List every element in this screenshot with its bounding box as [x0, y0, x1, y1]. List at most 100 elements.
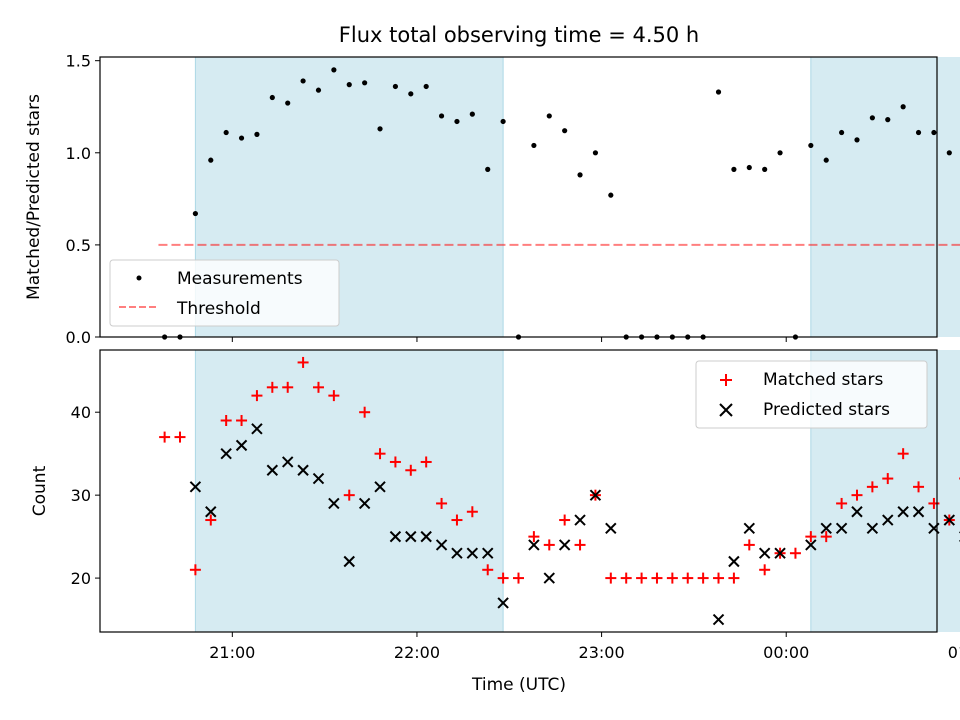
- predicted-star-point: [482, 547, 494, 559]
- bottom-y-tick-label: 20: [71, 569, 91, 588]
- matched-star-point: [513, 572, 524, 584]
- x-axis-label: Time (UTC): [471, 675, 566, 695]
- measurement-point: [208, 157, 214, 163]
- measurement-point: [746, 164, 752, 171]
- measurement-point: [362, 80, 368, 86]
- bottom-legend: Matched stars Predicted stars: [695, 360, 928, 429]
- measurement-point: [485, 166, 491, 172]
- predicted-star-point: [943, 514, 956, 526]
- top-panel: 0.0 0.5 1.0 1.5 Matched/Predicted stars Mea…: [24, 52, 960, 347]
- measurement-point: [331, 67, 337, 73]
- measurement-point: [885, 117, 891, 123]
- measurement-point: [300, 78, 306, 84]
- matched-star-point: [897, 448, 909, 460]
- bottom-y-tick-label: 40: [71, 403, 91, 422]
- measurement-point: [531, 142, 537, 149]
- matched-star-point: [636, 572, 648, 584]
- legend-measurements-label: Measurements: [177, 269, 303, 289]
- measurement-point: [546, 113, 552, 119]
- top-y-tick-label: 1.0: [66, 144, 91, 163]
- measurement-point: [392, 83, 399, 90]
- matched-star-point: [651, 572, 663, 584]
- matched-star-point: [789, 547, 801, 559]
- bottom-y-tick-label: 30: [71, 486, 91, 505]
- predicted-star-point: [728, 555, 740, 568]
- matched-star-point: [420, 456, 432, 468]
- measurement-point: [715, 89, 722, 95]
- matched-star-point: [820, 531, 832, 543]
- predicted-star-point: [743, 522, 755, 535]
- matched-star-point: [728, 572, 740, 584]
- matched-star-point: [497, 572, 509, 584]
- measurement-point: [315, 87, 322, 93]
- measurement-point: [254, 131, 260, 137]
- measurement-point: [500, 118, 506, 125]
- measurement-point: [823, 157, 829, 163]
- matched-star-point: [620, 572, 632, 584]
- top-y-tick-label: 1.5: [66, 52, 91, 71]
- matched-star-point: [405, 464, 417, 476]
- predicted-star-point: [189, 481, 202, 493]
- legend-measurement-marker: [136, 275, 142, 281]
- measurement-point: [408, 91, 414, 97]
- predicted-star-point: [758, 547, 771, 559]
- matched-star-point: [389, 456, 401, 468]
- predicted-star-point: [851, 506, 863, 518]
- predicted-star-point: [805, 539, 817, 551]
- measurement-point: [869, 115, 875, 121]
- matched-star-point: [266, 381, 278, 393]
- matched-star-point: [559, 514, 571, 526]
- predicted-star-point: [405, 530, 417, 543]
- predicted-star-point: [343, 555, 355, 568]
- matched-star-point: [174, 431, 186, 443]
- measurement-point: [946, 150, 952, 156]
- measurement-point: [438, 113, 445, 119]
- legend-predicted-label: Predicted stars: [763, 400, 890, 420]
- matched-star-point: [359, 406, 371, 418]
- measurement-point: [731, 166, 737, 172]
- matched-star-point: [328, 390, 340, 402]
- predicted-star-point: [235, 439, 248, 452]
- x-tick-label: 22:00: [394, 643, 440, 662]
- matched-star-point: [297, 356, 309, 368]
- predicted-star-point: [420, 530, 432, 543]
- measurement-point: [377, 126, 383, 132]
- predicted-star-point: [312, 472, 325, 485]
- measurement-point: [238, 135, 245, 141]
- predicted-star-point: [328, 497, 340, 510]
- predicted-star-point: [543, 572, 555, 584]
- x-tick-label: 21:00: [209, 643, 255, 662]
- matched-star-point: [759, 564, 771, 576]
- predicted-star-point: [220, 447, 232, 460]
- measurement-point: [854, 137, 860, 143]
- predicted-star-point: [820, 522, 832, 535]
- matched-star-point: [451, 514, 463, 526]
- matched-star-point: [805, 531, 817, 543]
- measurement-point: [808, 142, 814, 149]
- measurement-point: [931, 129, 937, 136]
- predicted-star-point: [528, 539, 540, 551]
- measurement-point: [577, 172, 583, 178]
- predicted-star-point: [912, 506, 925, 518]
- matched-star-point: [866, 481, 878, 493]
- predicted-star-point: [574, 514, 586, 526]
- chart-title: Flux total observing time = 4.50 h: [339, 23, 699, 47]
- predicted-star-point: [866, 522, 879, 535]
- measurement-point: [285, 100, 291, 106]
- predicted-star-point: [774, 547, 786, 559]
- legend-matched-label: Matched stars: [763, 370, 883, 390]
- legend-threshold-label: Threshold: [176, 299, 261, 319]
- matched-star-point: [436, 497, 448, 509]
- matched-star-point: [528, 531, 540, 543]
- matched-star-point: [236, 415, 248, 426]
- top-y-tick-label: 0.0: [66, 328, 91, 347]
- predicted-star-point: [266, 464, 279, 476]
- x-tick-label: 01:00: [948, 643, 960, 662]
- predicted-star-point: [435, 539, 448, 551]
- measurement-point: [777, 150, 783, 156]
- measurement-point: [469, 111, 475, 117]
- legend-predicted-marker: [719, 403, 733, 417]
- measurement-point: [192, 210, 198, 217]
